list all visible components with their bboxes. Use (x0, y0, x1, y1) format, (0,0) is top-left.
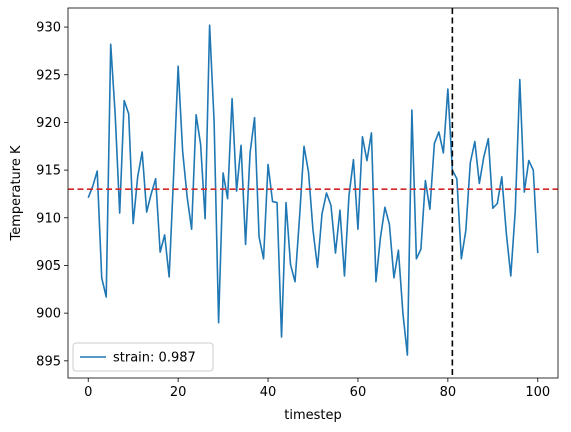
legend-box (72, 342, 214, 372)
x-axis: 0 20 40 60 80 100 (84, 378, 550, 400)
x-tick-label: 60 (350, 385, 367, 400)
y-tick-label: 930 (36, 21, 61, 36)
legend-entry-label: strain: 0.987 (113, 351, 196, 366)
plot-area (68, 8, 558, 378)
y-tick-label: 925 (36, 68, 61, 83)
x-tick-label: 0 (84, 385, 92, 400)
y-tick-label: 910 (36, 211, 61, 226)
y-tick-label: 905 (36, 259, 61, 274)
x-tick-label: 40 (260, 385, 277, 400)
y-tick-label: 895 (36, 354, 61, 369)
x-tick-label: 20 (170, 385, 187, 400)
x-tick-label: 100 (525, 385, 550, 400)
y-tick-label: 900 (36, 307, 61, 322)
y-tick-label: 915 (36, 164, 61, 179)
y-axis: 895 900 905 910 915 920 925 930 (36, 21, 68, 369)
x-axis-label: timestep (284, 408, 342, 423)
y-tick-label: 920 (36, 116, 61, 131)
axes-frame (67, 7, 559, 379)
x-tick-label: 80 (440, 385, 457, 400)
y-axis-label: Temperature K (9, 145, 24, 241)
legend: strain: 0.987 (72, 342, 214, 372)
series-line-0 (87, 24, 539, 356)
